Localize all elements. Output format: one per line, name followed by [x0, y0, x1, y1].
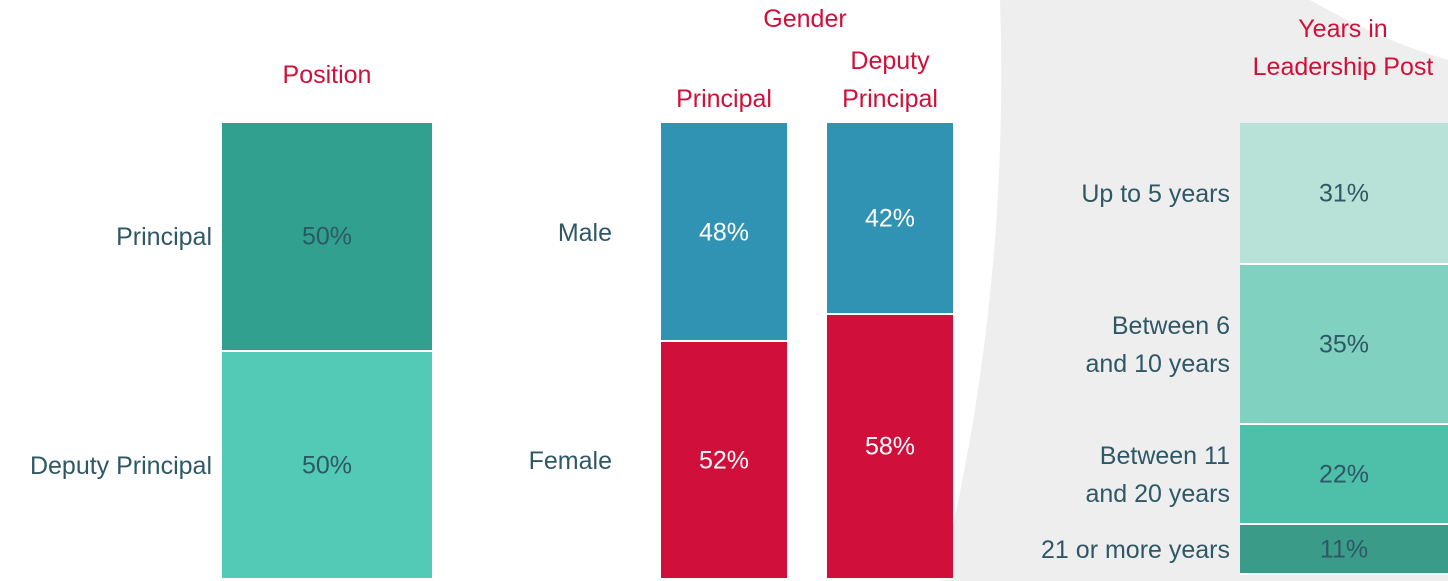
bar-segment: [1240, 264, 1448, 425]
background-cut: [1310, 0, 1448, 60]
value-label: 48%: [698, 218, 750, 247]
value-label: 58%: [864, 432, 916, 461]
bar-segment: [1240, 525, 1448, 576]
value-label: 52%: [698, 446, 750, 475]
series-label: Deputy Principal: [29, 451, 212, 480]
value-label: 50%: [301, 451, 353, 480]
chart-title: Gender: [763, 5, 847, 33]
chart-title: Position: [282, 61, 372, 89]
value-label: 42%: [864, 204, 916, 233]
value-label: 22%: [1318, 460, 1370, 489]
category-label: Principal: [676, 85, 772, 113]
bar-segment: [1240, 123, 1448, 265]
series-label: Female: [528, 447, 612, 476]
series-label: 21 or more years: [1041, 536, 1230, 565]
category-label: Deputy Principal: [842, 47, 938, 113]
series-label: Male: [557, 218, 612, 247]
value-label: 50%: [301, 222, 353, 251]
chart-title: Years in Leadership Post: [1252, 15, 1434, 81]
bar-segment: [661, 123, 787, 343]
bar-segment: [1240, 424, 1448, 526]
bar-segment: [827, 314, 953, 580]
series-label: Principal: [116, 223, 212, 252]
series-label: Up to 5 years: [1081, 179, 1230, 208]
bar-segment: [222, 351, 432, 580]
bar-segment: [827, 123, 953, 315]
series-label: Between 11 and 20 years: [1085, 441, 1230, 508]
value-label: 11%: [1319, 535, 1369, 564]
bar-segment: [222, 123, 432, 352]
value-label: 35%: [1318, 330, 1370, 359]
series-label: Between 6 and 10 years: [1085, 311, 1230, 378]
value-label: 31%: [1318, 179, 1370, 208]
bar-segment: [661, 342, 787, 580]
